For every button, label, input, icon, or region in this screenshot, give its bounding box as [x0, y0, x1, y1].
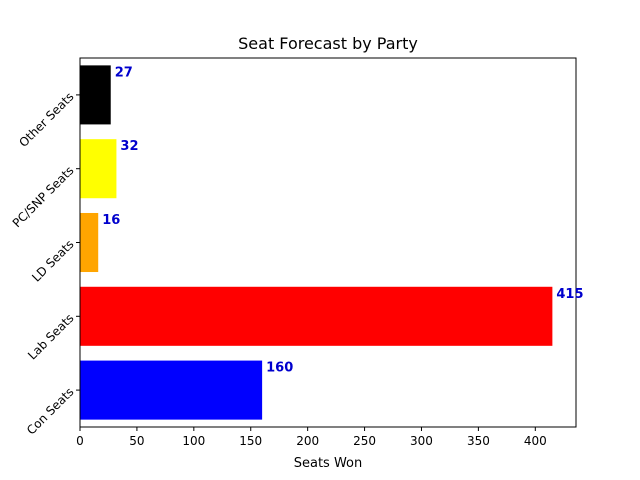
- value-label-pc-snp-seats: 32: [120, 139, 138, 154]
- y-tick-label-ld-seats: LD Seats: [29, 237, 76, 284]
- value-label-ld-seats: 16: [102, 213, 120, 228]
- y-tick-label-lab-seats: Lab Seats: [25, 311, 76, 362]
- value-label-lab-seats: 415: [556, 287, 583, 302]
- x-tick-label: 150: [239, 434, 262, 448]
- x-axis-label: Seats Won: [294, 456, 363, 471]
- x-axis-ticks: 0 50 100 150 200 250 300 350 400: [76, 427, 547, 448]
- bar-con-seats: [80, 360, 263, 420]
- bar-pc-snp-seats: [80, 139, 117, 199]
- x-tick-label: 50: [129, 434, 144, 448]
- bar-other-seats: [80, 65, 111, 125]
- chart-title: Seat Forecast by Party: [238, 34, 418, 53]
- y-tick-label-other-seats: Other Seats: [16, 90, 76, 150]
- y-axis-ticks: Con Seats Lab Seats LD Seats PC/SNP Seats Ot…: [10, 90, 80, 438]
- bars-layer: [80, 65, 553, 420]
- x-tick-label: 250: [353, 434, 376, 448]
- bar-lab-seats: [80, 286, 553, 346]
- value-label-other-seats: 27: [115, 65, 133, 80]
- x-tick-label: 0: [76, 434, 84, 448]
- x-tick-label: 100: [182, 434, 205, 448]
- y-tick-label-pc-snp-seats: PC/SNP Seats: [10, 163, 77, 230]
- y-tick-label-con-seats: Con Seats: [24, 385, 77, 438]
- x-tick-label: 350: [467, 434, 490, 448]
- x-tick-label: 300: [410, 434, 433, 448]
- x-tick-label: 200: [296, 434, 319, 448]
- bar-ld-seats: [80, 212, 99, 273]
- x-tick-label: 400: [524, 434, 547, 448]
- value-label-con-seats: 160: [266, 361, 293, 376]
- value-labels: 160 415 16 32 27: [102, 65, 583, 375]
